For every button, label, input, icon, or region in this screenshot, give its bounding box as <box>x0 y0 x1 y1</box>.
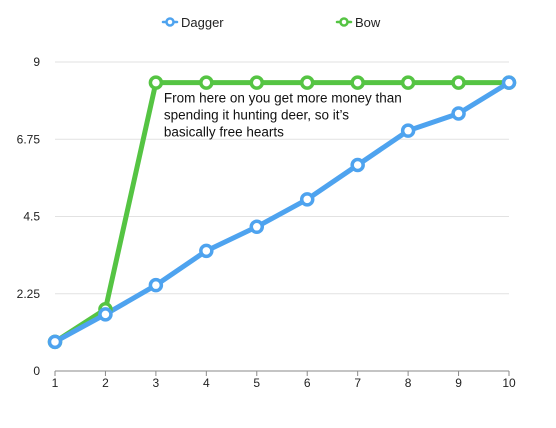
legend-dagger-label: Dagger <box>181 15 224 30</box>
x-tick-label: 9 <box>455 376 462 390</box>
dagger-data-point <box>350 157 365 173</box>
bow-data-point <box>451 75 466 90</box>
bow-series-line <box>52 80 512 345</box>
dagger-data-point <box>47 334 63 350</box>
dagger-data-point <box>451 106 466 121</box>
x-tick-label: 10 <box>502 376 516 390</box>
y-tick-label: 6.75 <box>17 132 41 146</box>
legend-bow-marker-icon <box>339 17 349 27</box>
dagger-data-point <box>249 219 265 235</box>
x-tick-label: 4 <box>203 376 210 390</box>
x-tick-label: 2 <box>102 376 109 390</box>
bow-data-point <box>199 75 214 90</box>
dagger-data-point <box>98 307 113 322</box>
x-tick-label: 7 <box>354 376 361 390</box>
annotation: From here on you get more money than spen… <box>164 91 402 140</box>
dagger-data-point <box>501 75 517 90</box>
axes: 0 2.25 4.5 6.75 9 1 2 3 4 5 6 7 8 9 10 <box>17 55 516 390</box>
series-lines <box>52 80 512 345</box>
y-tick-label: 9 <box>33 55 40 69</box>
dagger-series-line <box>52 80 512 345</box>
bow-data-point <box>400 75 416 90</box>
x-tick-label: 6 <box>304 376 311 390</box>
x-tick-label: 3 <box>153 376 160 390</box>
x-tick-label: 5 <box>253 376 260 390</box>
bow-data-point <box>350 75 365 90</box>
y-tick-label: 0 <box>33 364 40 378</box>
bow-data-point <box>249 75 265 90</box>
dagger-data-point <box>400 123 416 138</box>
legend-bow-label: Bow <box>355 15 381 30</box>
y-tick-label: 2.25 <box>17 287 41 301</box>
dagger-data-point <box>299 192 315 207</box>
y-tick-label: 4.5 <box>23 210 40 224</box>
legend: Dagger Bow <box>161 15 381 30</box>
gridlines <box>55 61 509 372</box>
annotation-text-line: spending it hunting deer, so it’s <box>164 108 349 123</box>
legend-dagger-marker-icon <box>165 17 175 27</box>
annotation-text-line: From here on you get more money than <box>164 91 402 106</box>
dagger-data-point <box>148 277 164 293</box>
dagger-data-point <box>199 243 214 259</box>
annotation-text-line: basically free hearts <box>164 125 284 140</box>
bow-data-point <box>299 75 315 90</box>
bow-data-point <box>148 75 164 90</box>
x-tick-label: 8 <box>405 376 412 390</box>
data-points <box>47 75 517 350</box>
x-tick-label: 1 <box>52 376 59 390</box>
